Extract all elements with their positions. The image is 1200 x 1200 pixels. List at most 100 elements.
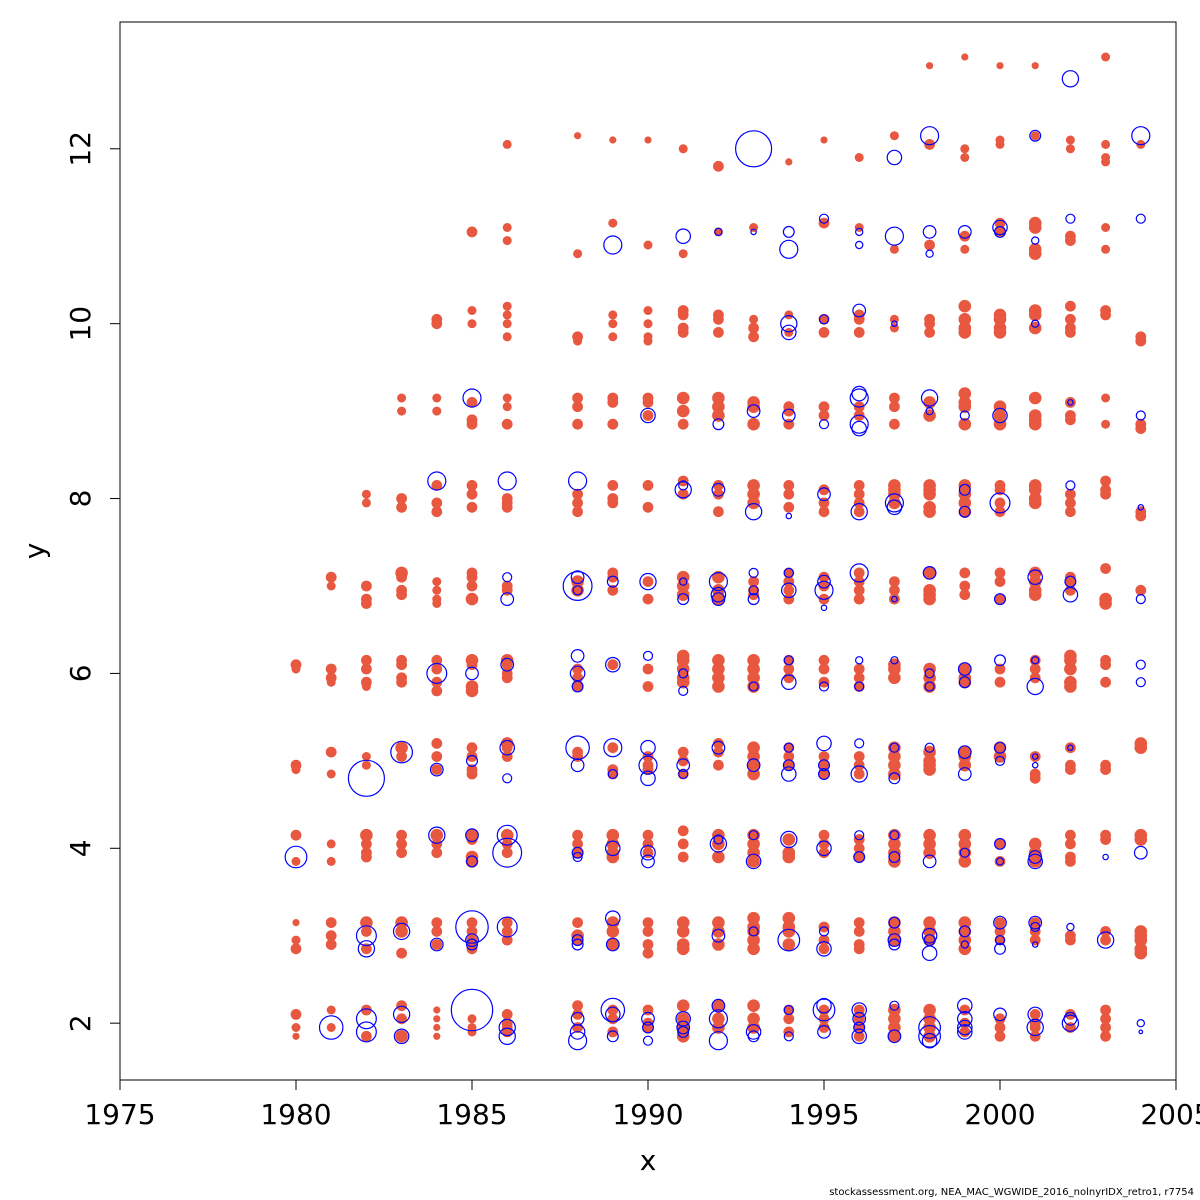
residual-filled-point bbox=[292, 1032, 300, 1040]
residual-open-circle bbox=[465, 828, 479, 843]
residual-open-circle bbox=[607, 768, 618, 780]
residual-open-circle bbox=[466, 938, 479, 951]
residual-open-circle bbox=[888, 850, 901, 863]
residual-filled-point bbox=[326, 677, 336, 687]
residual-open-circle bbox=[780, 674, 797, 690]
residual-filled-point bbox=[961, 53, 969, 61]
residual-open-circle bbox=[638, 755, 658, 775]
residual-open-circle bbox=[496, 916, 518, 938]
y-tick-label: 10 bbox=[64, 306, 97, 342]
residual-filled-point bbox=[642, 663, 654, 675]
residual-filled-point bbox=[1100, 764, 1111, 775]
x-tick-label: 2000 bbox=[964, 1098, 1035, 1131]
residual-filled-point bbox=[361, 489, 371, 499]
residual-filled-point bbox=[677, 309, 689, 321]
residual-filled-point bbox=[1064, 662, 1077, 676]
residual-filled-point bbox=[1065, 497, 1076, 509]
residual-open-circle bbox=[993, 225, 1006, 238]
residual-open-circle bbox=[492, 837, 523, 868]
residual-filled-point bbox=[712, 999, 725, 1012]
residual-filled-point bbox=[607, 418, 619, 430]
residual-filled-point bbox=[747, 855, 760, 868]
residual-open-circle bbox=[429, 937, 444, 952]
residual-filled-point bbox=[678, 144, 688, 154]
residual-filled-point bbox=[889, 323, 899, 333]
residual-filled-point bbox=[607, 497, 619, 509]
residual-filled-point bbox=[1028, 855, 1042, 868]
residual-filled-point bbox=[783, 663, 795, 675]
residual-filled-point bbox=[291, 856, 301, 866]
residual-filled-point bbox=[712, 409, 725, 422]
residual-filled-point bbox=[572, 838, 583, 850]
residual-filled-point bbox=[396, 751, 407, 762]
residual-filled-point bbox=[325, 917, 337, 928]
residual-open-circle bbox=[1027, 1006, 1043, 1023]
residual-open-circle bbox=[855, 656, 864, 665]
residual-open-circle bbox=[747, 1030, 760, 1043]
residual-open-circle bbox=[603, 738, 623, 758]
residual-filled-point bbox=[466, 834, 478, 845]
residual-filled-point bbox=[607, 571, 619, 583]
residual-open-circle bbox=[957, 224, 972, 239]
residual-filled-point bbox=[361, 838, 372, 850]
residual-open-circle bbox=[817, 767, 830, 780]
residual-filled-point bbox=[1065, 576, 1076, 587]
source-footnote: stockassessment.org, NEA_MAC_WGWIDE_2016… bbox=[829, 1187, 1194, 1198]
residual-filled-point bbox=[818, 829, 830, 841]
residual-open-circle bbox=[886, 149, 903, 166]
residual-open-circle bbox=[958, 925, 971, 938]
residual-open-circle bbox=[781, 408, 796, 423]
residual-open-circle bbox=[642, 1035, 654, 1046]
residual-filled-point bbox=[853, 593, 865, 605]
residual-open-circle bbox=[496, 824, 518, 846]
residual-filled-point bbox=[888, 855, 901, 868]
residual-filled-point bbox=[853, 926, 865, 937]
residual-filled-point bbox=[818, 847, 830, 859]
residual-open-circle bbox=[816, 735, 832, 752]
residual-filled-point bbox=[782, 850, 796, 864]
residual-filled-point bbox=[326, 856, 336, 866]
residual-filled-point bbox=[783, 654, 795, 666]
residual-filled-point bbox=[958, 313, 972, 326]
residual-filled-point bbox=[431, 917, 443, 928]
residual-filled-point bbox=[853, 584, 865, 596]
residual-filled-point bbox=[923, 1003, 936, 1017]
residual-filled-point bbox=[291, 935, 301, 945]
residual-open-circle bbox=[993, 593, 1006, 606]
residual-filled-point bbox=[607, 480, 619, 491]
residual-filled-point bbox=[923, 487, 936, 501]
residual-filled-point bbox=[290, 1009, 302, 1020]
residual-filled-point bbox=[397, 393, 407, 403]
residual-filled-point bbox=[747, 400, 760, 414]
residual-open-circle bbox=[852, 303, 867, 318]
residual-filled-point bbox=[923, 1030, 936, 1043]
residual-open-circle bbox=[570, 758, 585, 773]
residual-filled-point bbox=[818, 1013, 830, 1025]
residual-filled-point bbox=[677, 418, 689, 430]
residual-filled-point bbox=[1100, 309, 1111, 321]
residual-filled-point bbox=[1028, 308, 1042, 322]
residual-open-circle bbox=[709, 835, 728, 853]
residual-open-circle bbox=[748, 926, 759, 937]
residual-open-circle bbox=[783, 1031, 794, 1042]
residual-filled-point bbox=[1101, 52, 1111, 62]
residual-filled-point bbox=[713, 738, 724, 749]
residual-open-circle bbox=[956, 997, 973, 1014]
residual-filled-point bbox=[1028, 588, 1042, 601]
residual-open-circle bbox=[497, 471, 517, 491]
residual-filled-point bbox=[1134, 741, 1148, 754]
residual-open-circle bbox=[1026, 677, 1044, 696]
residual-filled-point bbox=[958, 750, 972, 763]
residual-filled-point bbox=[572, 418, 583, 430]
residual-open-circle bbox=[887, 933, 902, 947]
residual-open-circle bbox=[428, 826, 446, 844]
residual-filled-point bbox=[572, 829, 583, 841]
residual-filled-point bbox=[573, 336, 583, 346]
residual-open-circle bbox=[1029, 129, 1042, 142]
residual-open-circle bbox=[957, 662, 972, 676]
residual-filled-point bbox=[783, 480, 795, 491]
residual-open-circle bbox=[711, 998, 726, 1013]
residual-filled-point bbox=[889, 244, 899, 254]
residual-open-circle bbox=[922, 566, 937, 580]
residual-filled-point bbox=[958, 487, 972, 501]
